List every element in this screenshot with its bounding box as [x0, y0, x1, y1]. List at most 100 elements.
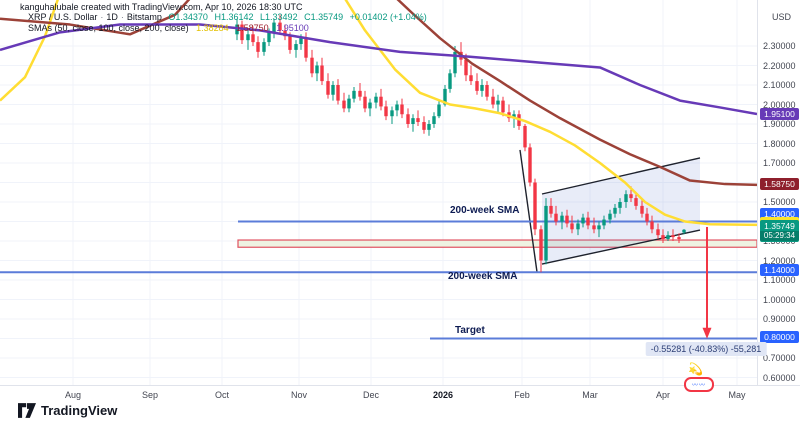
candle-body [411, 118, 415, 124]
steep-trendline[interactable] [519, 149, 538, 273]
candle-body [448, 73, 452, 89]
candle-body [640, 205, 644, 214]
sma50-value: 1.38284 [196, 23, 229, 33]
last-price-badge: 1.35749 05:29:34 [760, 220, 799, 242]
candle-body [586, 217, 590, 226]
ohlc-change: +0.01402 (+1.04%) [349, 12, 427, 22]
currency-label: USD [771, 12, 791, 22]
price-chart-svg[interactable] [0, 0, 758, 385]
time-tick-label[interactable]: May [728, 390, 746, 400]
sma200-line[interactable] [0, 23, 758, 116]
sma50-line[interactable] [0, 0, 758, 227]
candle-body [560, 215, 564, 222]
price-tick-label: 0.70000 [763, 353, 796, 363]
price-tick-label: 1.00000 [763, 294, 796, 305]
candle-body [310, 57, 314, 74]
candle-body [406, 114, 410, 124]
candle-body [267, 32, 271, 43]
target-label[interactable]: Target [455, 325, 485, 336]
candle-body [645, 213, 649, 222]
time-tick-label[interactable]: Apr [655, 390, 671, 400]
candle-body [624, 194, 628, 202]
candle-body [485, 85, 489, 97]
candle-body [432, 116, 436, 124]
candle-body [613, 207, 617, 214]
candle-body [469, 75, 473, 82]
candle-body [528, 147, 532, 183]
bar-countdown: 05:29:34 [760, 231, 799, 241]
price-line-badge: 1.14000 [760, 264, 799, 276]
candle-body [331, 85, 335, 95]
candle-body [581, 217, 585, 224]
candle-body [512, 114, 516, 119]
candle-body [539, 229, 543, 261]
candle-body [501, 100, 505, 113]
candle-body [453, 51, 457, 74]
sma100-line[interactable] [0, 0, 758, 187]
time-tick-label[interactable]: Oct [214, 390, 230, 400]
price-tick-label: 0.60000 [763, 372, 796, 383]
hline-upper-label[interactable]: 200-week SMA [450, 205, 520, 216]
candle-body [592, 225, 596, 230]
timeframe[interactable]: 1D [106, 12, 118, 22]
time-tick-label[interactable]: Sep [141, 390, 159, 400]
sma-row[interactable]: SMAs (50, close, 100, close, 200, close)… [28, 23, 427, 33]
channel-fill[interactable] [542, 157, 700, 265]
tradingview-logo[interactable]: TradingView [18, 403, 117, 418]
projection-arrow-head[interactable] [702, 327, 712, 339]
candle-body [629, 194, 633, 199]
candle-body [262, 42, 266, 52]
candle-body [544, 205, 548, 261]
price-tick-label: 1.50000 [763, 197, 796, 207]
dizzy-emoji-sticker-icon[interactable]: 💫 [688, 362, 703, 376]
price-tick-label: 1.80000 [763, 138, 796, 149]
candle-body [235, 24, 239, 35]
candle-body [666, 235, 670, 240]
candle-body [427, 124, 431, 130]
candle-body [496, 100, 500, 105]
candle-body [437, 104, 441, 117]
candle-body [523, 125, 527, 148]
candle-body [491, 96, 495, 105]
candle-body [384, 106, 388, 117]
candle-body [278, 22, 282, 31]
ohlc-high: H1.36142 [214, 12, 254, 22]
candle-body [549, 205, 553, 214]
symbol-row[interactable]: XRP / U.S. Dollar · 1D · Bitstamp O1.34370 H… [28, 12, 427, 22]
time-tick-label[interactable]: Mar [582, 390, 598, 400]
price-tick-label: 1.20000 [763, 255, 796, 266]
tradingview-logo-icon [18, 403, 36, 418]
exchange-name: Bitstamp [126, 12, 162, 22]
candle-body [379, 96, 383, 107]
time-tick-label[interactable]: Aug [64, 390, 82, 400]
hline-lower-label[interactable]: 200-week SMA [448, 271, 518, 282]
candle-body [342, 100, 346, 109]
candle-body [682, 229, 686, 233]
candle-body [347, 98, 351, 109]
candle-body [464, 59, 468, 76]
candle-body [336, 85, 340, 101]
pill-sticker-icon[interactable]: 〰〰 [684, 377, 714, 392]
price-range-measure-label[interactable]: -0.55281 (-40.83%) -55,281 [645, 342, 767, 356]
price-axis[interactable]: USD 2.30000 2.20000 2.10000 2.00000 1.90000 1… [757, 0, 800, 385]
time-tick-label[interactable]: Nov [290, 390, 308, 400]
channel-top-line[interactable] [541, 157, 701, 195]
candle-body [671, 235, 675, 238]
sma-indicator-label[interactable]: SMAs (50, close, 100, close, 200, close) [28, 23, 189, 33]
chart-canvas[interactable]: 200-week SMA 200-week SMA Target -0.5528… [0, 0, 767, 392]
ohlc-open: O1.34370 [168, 12, 208, 22]
candle-body [246, 34, 250, 41]
price-tick-label: 2.00000 [763, 99, 796, 110]
time-tick-label[interactable]: Feb [514, 390, 530, 400]
symbol-name[interactable]: XRP / U.S. Dollar [28, 12, 98, 22]
candle-body [576, 223, 580, 230]
time-axis[interactable]: Aug Sep Oct Nov Dec 2026 Feb Mar Apr May [0, 385, 800, 403]
candle-body [374, 96, 378, 103]
price-tick-label: 0.90000 [763, 314, 796, 324]
candle-body [565, 215, 569, 224]
tradingview-brand-text: TradingView [41, 403, 118, 418]
time-tick-label[interactable]: Dec [362, 390, 380, 400]
time-tick-label[interactable]: 2026 [432, 390, 454, 400]
candle-body [422, 122, 426, 130]
candle-body [475, 81, 479, 91]
